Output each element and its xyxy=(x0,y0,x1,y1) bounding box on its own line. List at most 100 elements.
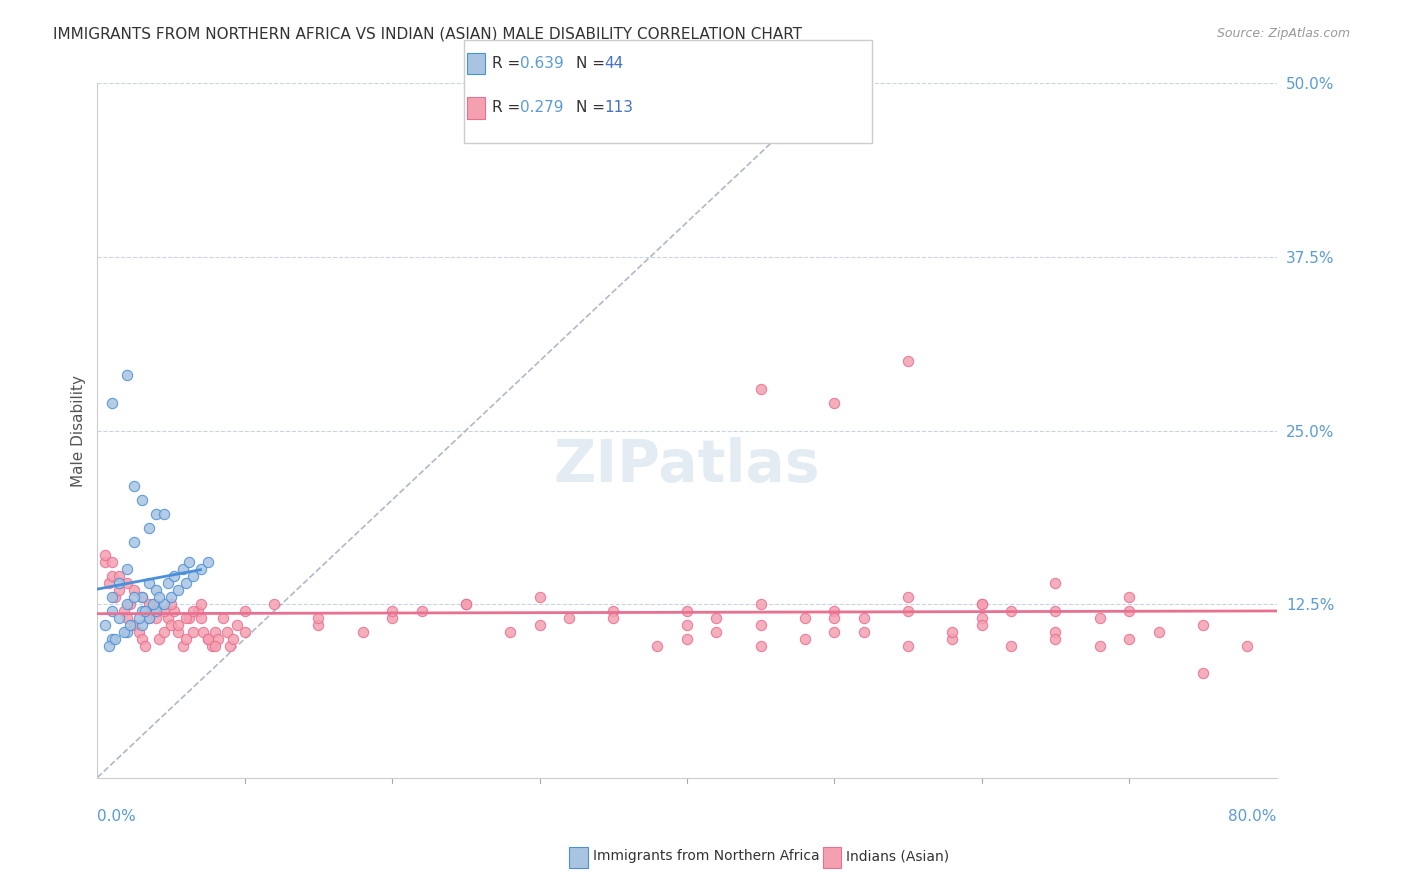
Point xyxy=(104,590,127,604)
Point xyxy=(454,597,477,611)
Point xyxy=(454,597,477,611)
Point xyxy=(1192,618,1215,632)
Point xyxy=(190,611,212,625)
Point xyxy=(145,611,167,625)
Point xyxy=(352,624,374,639)
Point xyxy=(108,576,131,591)
Point xyxy=(181,624,204,639)
Point xyxy=(93,555,115,569)
Text: R =: R = xyxy=(492,101,526,115)
Point xyxy=(222,632,245,646)
Point xyxy=(749,639,772,653)
Point xyxy=(142,597,165,611)
Point xyxy=(145,507,167,521)
Text: 113: 113 xyxy=(605,101,634,115)
Point xyxy=(131,618,153,632)
Point xyxy=(793,611,815,625)
Point xyxy=(142,604,165,618)
Point xyxy=(201,639,224,653)
Point xyxy=(1000,604,1022,618)
Point xyxy=(529,618,551,632)
Point xyxy=(177,555,200,569)
Point xyxy=(852,611,875,625)
Point xyxy=(160,618,183,632)
Text: Source: ZipAtlas.com: Source: ZipAtlas.com xyxy=(1216,27,1350,40)
Text: 80.0%: 80.0% xyxy=(1229,809,1277,824)
Point xyxy=(172,639,194,653)
Point xyxy=(204,624,226,639)
Point xyxy=(197,632,219,646)
Point xyxy=(215,624,238,639)
Point xyxy=(1118,590,1140,604)
Point xyxy=(93,549,115,563)
Point xyxy=(112,604,135,618)
Point xyxy=(307,618,329,632)
Point xyxy=(98,639,121,653)
Point xyxy=(138,521,160,535)
Point xyxy=(381,604,404,618)
Point xyxy=(193,624,215,639)
Point xyxy=(157,611,180,625)
Point xyxy=(131,604,153,618)
Point xyxy=(160,597,183,611)
Point xyxy=(122,534,145,549)
Point xyxy=(1045,632,1067,646)
Y-axis label: Male Disability: Male Disability xyxy=(72,375,86,486)
Point xyxy=(174,611,197,625)
Point xyxy=(823,624,845,639)
Point xyxy=(101,396,124,410)
Text: R =: R = xyxy=(492,56,526,70)
Point xyxy=(233,604,256,618)
Point xyxy=(131,632,153,646)
Point xyxy=(181,569,204,583)
Point xyxy=(131,492,153,507)
Point xyxy=(706,611,728,625)
Text: 0.279: 0.279 xyxy=(520,101,564,115)
Point xyxy=(190,597,212,611)
Point xyxy=(852,624,875,639)
Text: ZIPatlas: ZIPatlas xyxy=(554,437,820,493)
Point xyxy=(970,618,993,632)
Point xyxy=(676,618,699,632)
Point xyxy=(115,624,138,639)
Point xyxy=(219,639,242,653)
Point xyxy=(1118,632,1140,646)
Point xyxy=(823,604,845,618)
Point xyxy=(970,597,993,611)
Point xyxy=(941,632,963,646)
Point xyxy=(145,604,167,618)
Point xyxy=(749,618,772,632)
Point xyxy=(115,562,138,576)
Point xyxy=(148,632,170,646)
Point xyxy=(152,507,174,521)
Point xyxy=(128,624,150,639)
Point xyxy=(101,632,124,646)
Text: N =: N = xyxy=(576,101,610,115)
Point xyxy=(226,618,249,632)
Point xyxy=(138,611,160,625)
Point xyxy=(1088,611,1111,625)
Point xyxy=(122,618,145,632)
Point xyxy=(157,576,180,591)
Point xyxy=(172,562,194,576)
Point xyxy=(1045,576,1067,591)
Point xyxy=(167,618,190,632)
Point xyxy=(148,590,170,604)
Point xyxy=(101,604,124,618)
Point xyxy=(897,639,920,653)
Point xyxy=(793,632,815,646)
Point xyxy=(970,597,993,611)
Point xyxy=(131,590,153,604)
Point xyxy=(207,632,229,646)
Point xyxy=(101,555,124,569)
Point xyxy=(1147,624,1170,639)
Text: 0.0%: 0.0% xyxy=(97,809,136,824)
Text: 44: 44 xyxy=(605,56,624,70)
Point xyxy=(529,590,551,604)
Point xyxy=(122,590,145,604)
Point xyxy=(941,624,963,639)
Point xyxy=(676,604,699,618)
Point xyxy=(112,624,135,639)
Text: Immigrants from Northern Africa: Immigrants from Northern Africa xyxy=(593,849,820,863)
Point xyxy=(499,624,522,639)
